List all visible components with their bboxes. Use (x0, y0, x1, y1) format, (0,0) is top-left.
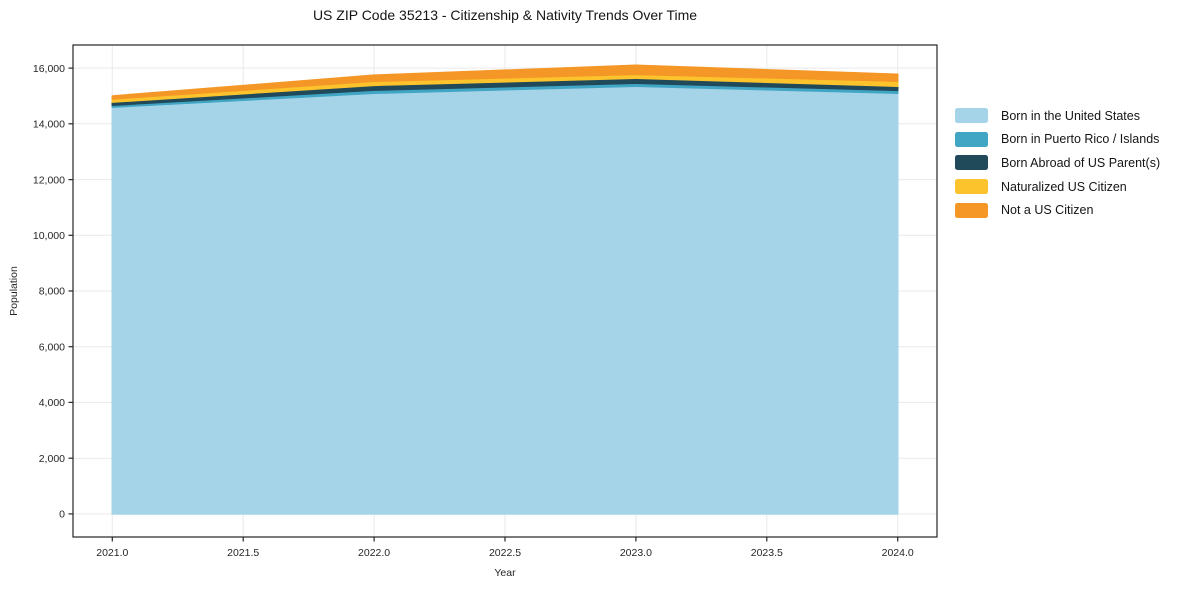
legend-label: Naturalized US Citizen (1001, 179, 1127, 194)
x-tick-label: 2024.0 (882, 547, 914, 559)
legend: Born in the United States Born in Puerto … (955, 104, 1160, 222)
legend-item-0: Born in the United States (955, 104, 1160, 128)
y-tick-label: 10,000 (33, 230, 65, 242)
y-tick-label: 4,000 (39, 397, 65, 409)
legend-item-4: Not a US Citizen (955, 198, 1160, 222)
area-series-0 (111, 85, 899, 515)
legend-label: Born in Puerto Rico / Islands (1001, 132, 1160, 147)
x-tick-label: 2021.5 (227, 547, 259, 559)
legend-label: Born in the United States (1001, 108, 1140, 123)
x-tick-label: 2023.5 (751, 547, 783, 559)
y-tick-label: 8,000 (39, 286, 65, 298)
legend-item-3: Naturalized US Citizen (955, 175, 1160, 199)
x-axis-label: Year (494, 567, 516, 579)
x-tick-label: 2022.0 (358, 547, 390, 559)
y-axis-label: Population (8, 266, 20, 316)
y-tick-label: 16,000 (33, 63, 65, 75)
x-tick-label: 2021.0 (96, 547, 128, 559)
y-tick-label: 14,000 (33, 119, 65, 131)
x-tick-label: 2023.0 (620, 547, 652, 559)
legend-item-1: Born in Puerto Rico / Islands (955, 128, 1160, 152)
x-axis: 2021.0 2021.5 2022.0 2022.5 2023.0 2023.5 2024… (96, 537, 914, 559)
y-tick-label: 2,000 (39, 453, 65, 465)
y-tick-label: 0 (59, 509, 65, 521)
legend-swatch (955, 155, 988, 171)
x-tick-label: 2022.5 (489, 547, 521, 559)
y-tick-label: 6,000 (39, 341, 65, 353)
legend-item-2: Born Abroad of US Parent(s) (955, 151, 1160, 175)
chart-title: US ZIP Code 35213 - Citizenship & Nativi… (312, 7, 698, 23)
legend-swatch (955, 179, 988, 195)
y-axis: 0 2,000 4,000 6,000 8,000 10,000 12,000 14,000 1… (33, 63, 73, 521)
stacked-areas (111, 64, 899, 515)
y-tick-label: 12,000 (33, 174, 65, 186)
legend-swatch (955, 131, 988, 147)
legend-label: Not a US Citizen (1001, 203, 1094, 218)
legend-label: Born Abroad of US Parent(s) (1001, 155, 1161, 170)
legend-swatch (955, 202, 988, 218)
area-series-4 (111, 64, 899, 100)
legend-swatch (955, 108, 988, 124)
